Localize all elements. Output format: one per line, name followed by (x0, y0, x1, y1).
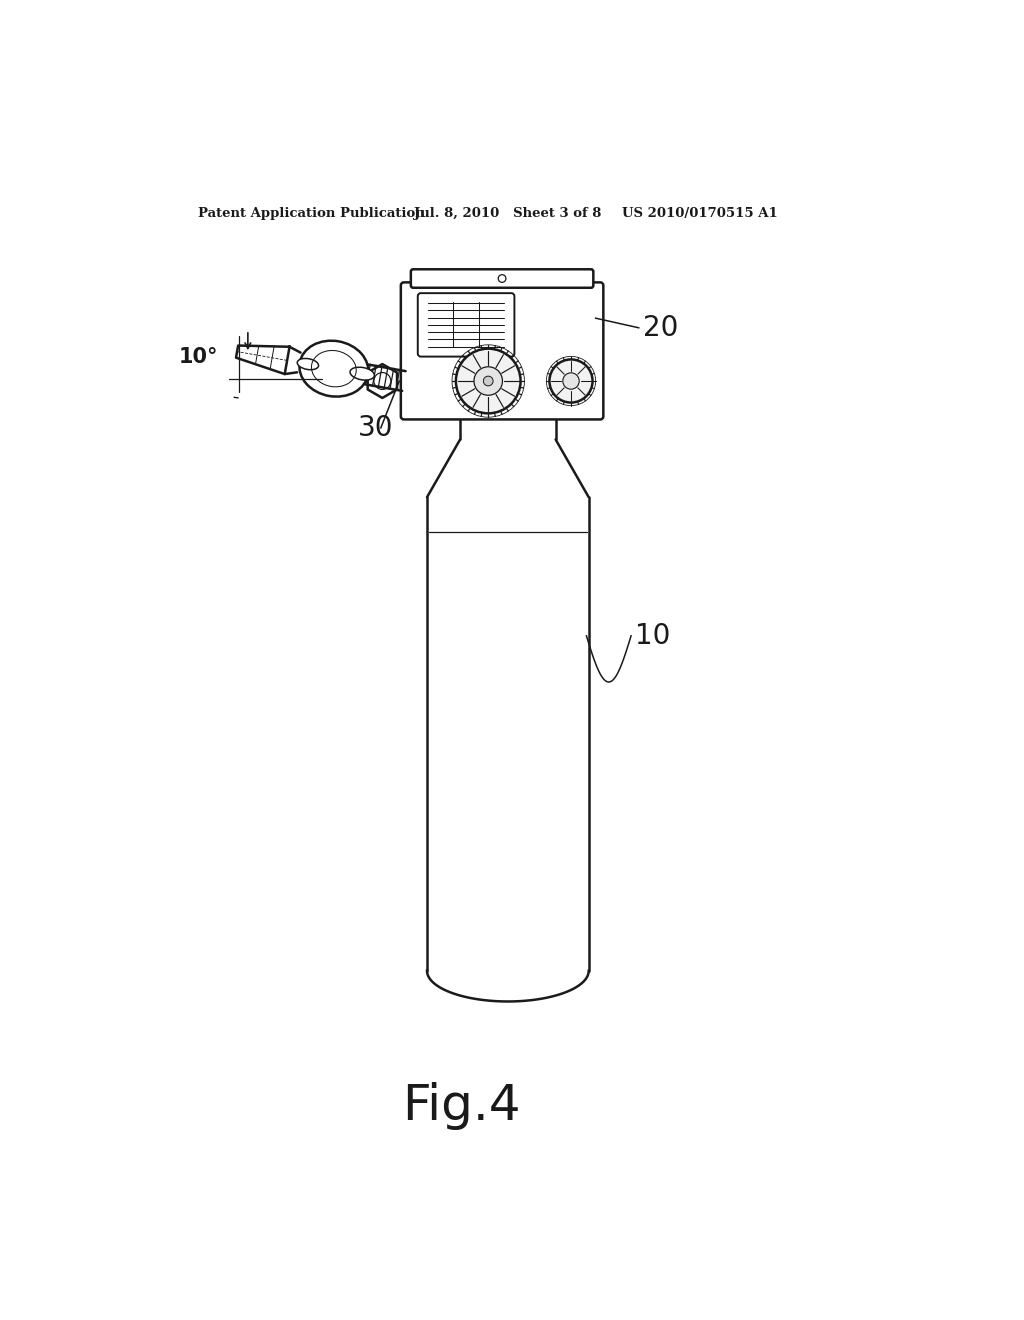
Text: Patent Application Publication: Patent Application Publication (199, 207, 425, 220)
FancyBboxPatch shape (400, 282, 603, 420)
Circle shape (474, 367, 503, 395)
Circle shape (483, 376, 494, 385)
Text: 10°: 10° (179, 347, 218, 367)
Polygon shape (236, 346, 290, 374)
Circle shape (456, 348, 520, 413)
Text: 20: 20 (643, 314, 678, 342)
Text: US 2010/0170515 A1: US 2010/0170515 A1 (622, 207, 777, 220)
Text: 30: 30 (357, 414, 393, 442)
Circle shape (563, 372, 580, 389)
Ellipse shape (299, 341, 369, 396)
Circle shape (550, 359, 593, 403)
Text: Fig.4: Fig.4 (402, 1081, 521, 1130)
Text: 10: 10 (635, 622, 671, 649)
FancyBboxPatch shape (411, 269, 593, 288)
Text: Jul. 8, 2010   Sheet 3 of 8: Jul. 8, 2010 Sheet 3 of 8 (414, 207, 601, 220)
Ellipse shape (350, 367, 375, 380)
Ellipse shape (297, 359, 318, 370)
FancyBboxPatch shape (418, 293, 514, 356)
